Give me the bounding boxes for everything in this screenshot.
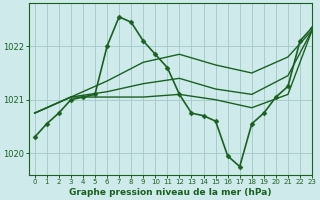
X-axis label: Graphe pression niveau de la mer (hPa): Graphe pression niveau de la mer (hPa) [69,188,272,197]
